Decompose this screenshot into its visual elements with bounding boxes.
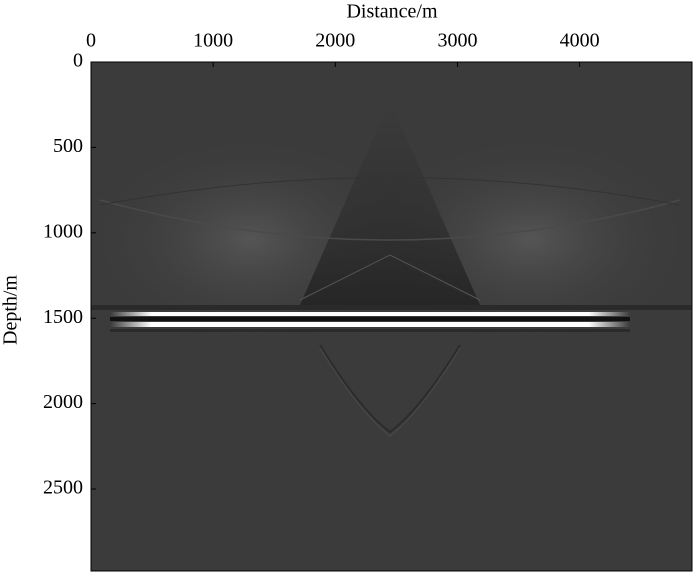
x-tick-label: 4000 [560, 30, 600, 52]
x-tick-label: 1000 [193, 30, 233, 52]
y-tick-label: 2500 [43, 477, 83, 499]
y-tick-label: 2000 [43, 391, 83, 413]
seismic-image [91, 62, 692, 571]
x-tick-label: 3000 [437, 30, 477, 52]
x-tick-label: 0 [86, 30, 96, 52]
y-tick-label: 1500 [43, 306, 83, 328]
plot-frame [90, 61, 693, 572]
y-tick-label: 1000 [43, 220, 83, 242]
x-axis-label: Distance/m [346, 1, 438, 23]
y-axis-label: Depth/m [0, 275, 22, 345]
y-tick-label: 0 [73, 50, 83, 72]
x-tick-label: 2000 [315, 30, 355, 52]
y-tick-label: 500 [53, 135, 83, 157]
